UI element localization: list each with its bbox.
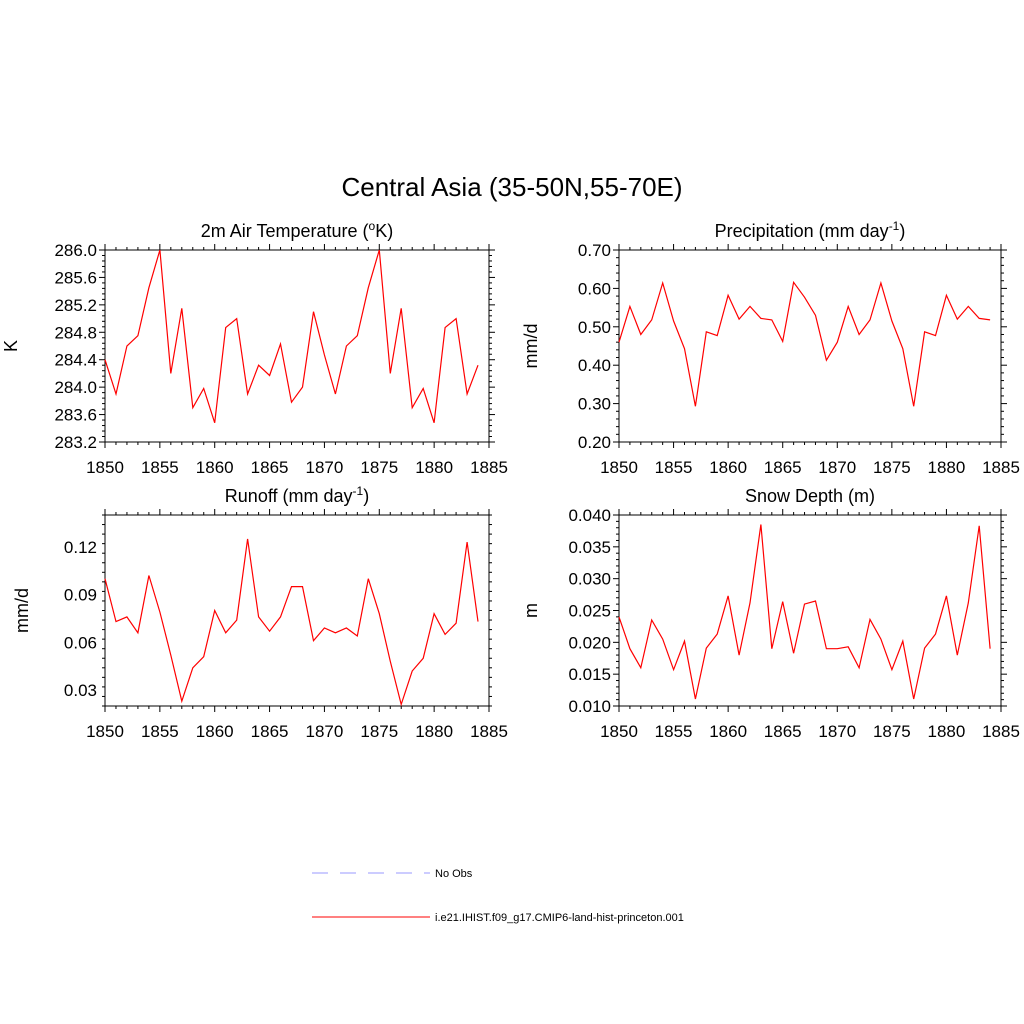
panel-title-superscript: -1: [353, 484, 364, 498]
x-tick-label: 1860: [196, 722, 234, 741]
x-tick-label: 1855: [141, 722, 179, 741]
panel-title-text: Runoff (mm day: [225, 486, 353, 506]
y-tick-label: 284.4: [54, 351, 97, 370]
y-tick-label: 0.03: [64, 681, 97, 700]
x-tick-label: 1850: [86, 458, 124, 477]
chart-panel-2: Runoff (mm day-1) 1850 1855 1860 1865 1870 187…: [12, 484, 508, 741]
panel-title: Precipitation (mm day-1): [715, 219, 906, 241]
x-tick-label: 1870: [306, 722, 344, 741]
figure-title: Central Asia (35-50N,55-70E): [341, 172, 682, 202]
legend: No Obs i.e21.IHIST.f09_g17.CMIP6-land-hi…: [312, 868, 684, 924]
chart-panel-3: Snow Depth (m) 1850 1855 1860 1865 1870 1875 18…: [521, 486, 1020, 741]
y-tick-label: 0.015: [568, 665, 611, 684]
y-tick-label: 0.20: [578, 433, 611, 452]
x-tick-label: 1875: [873, 722, 911, 741]
y-axis-label: m: [521, 603, 541, 618]
y-tick-label: 0.70: [578, 241, 611, 260]
x-tick-label: 1865: [764, 458, 802, 477]
x-tick-label: 1865: [251, 458, 289, 477]
panel-title: Snow Depth (m): [745, 486, 875, 506]
y-axis-label: mm/d: [521, 324, 541, 369]
x-tick-label: 1870: [818, 458, 856, 477]
x-tick-label: 1850: [600, 458, 638, 477]
chart-panels: 2m Air Temperature (oK)1850 1855 1860 1865 1…: [1, 219, 1020, 741]
x-tick-label: 1865: [251, 722, 289, 741]
y-tick-label: 0.30: [578, 395, 611, 414]
plot-frame: [618, 514, 1002, 707]
y-tick-label: 0.09: [64, 586, 97, 605]
x-tick-label: 1870: [818, 722, 856, 741]
panel-title-suffix: ): [899, 221, 905, 241]
panel-title-suffix: K): [375, 221, 393, 241]
y-tick-label: 0.40: [578, 356, 611, 375]
y-tick-label: 0.030: [568, 570, 611, 589]
y-tick-label: 285.6: [54, 268, 97, 287]
panel-title-superscript: -1: [889, 219, 900, 233]
y-tick-label: 283.6: [54, 406, 97, 425]
y-tick-label: 0.040: [568, 506, 611, 525]
panel-title-text: Precipitation (mm day: [715, 221, 889, 241]
y-tick-label: 0.010: [568, 697, 611, 716]
x-tick-label: 1860: [709, 458, 747, 477]
legend-label-no-obs: No Obs: [435, 868, 473, 880]
y-tick-label: 285.2: [54, 296, 97, 315]
y-tick-label: 0.035: [568, 538, 611, 557]
x-tick-label: 1875: [360, 722, 398, 741]
y-axis-label: mm/d: [12, 588, 32, 633]
panel-title-text: 2m Air Temperature (: [201, 221, 369, 241]
y-tick-label: 0.06: [64, 633, 97, 652]
x-tick-label: 1855: [655, 458, 693, 477]
x-tick-label: 1885: [470, 722, 508, 741]
x-tick-label: 1880: [928, 722, 966, 741]
x-tick-label: 1860: [709, 722, 747, 741]
panel-title-suffix: ): [363, 486, 369, 506]
panel-title-superscript: o: [369, 219, 376, 233]
y-tick-label: 0.60: [578, 279, 611, 298]
series-line: [618, 280, 991, 407]
x-tick-label: 1855: [141, 458, 179, 477]
panel-title: Runoff (mm day-1): [225, 484, 369, 506]
chart-panel-1: Precipitation (mm day-1) 1850 1855 1860 1865…: [521, 219, 1020, 477]
y-axis-label: K: [1, 340, 21, 352]
x-tick-label: 1880: [415, 722, 453, 741]
series-line: [104, 538, 479, 707]
y-tick-label: 0.020: [568, 633, 611, 652]
y-tick-label: 286.0: [54, 241, 97, 260]
x-tick-label: 1885: [982, 458, 1020, 477]
plot-frame: [618, 249, 1002, 443]
panel-title-text: Snow Depth (m): [745, 486, 875, 506]
series-line: [618, 524, 991, 700]
x-tick-label: 1860: [196, 458, 234, 477]
x-tick-label: 1855: [655, 722, 693, 741]
x-tick-label: 1850: [86, 722, 124, 741]
y-tick-label: 0.12: [64, 538, 97, 557]
x-tick-label: 1885: [470, 458, 508, 477]
legend-label-model: i.e21.IHIST.f09_g17.CMIP6-land-hist-prin…: [435, 912, 684, 924]
x-tick-label: 1880: [415, 458, 453, 477]
plot-frame: [104, 249, 490, 443]
y-tick-label: 284.8: [54, 323, 97, 342]
x-tick-label: 1850: [600, 722, 638, 741]
chart-panel-0: 2m Air Temperature (oK) 1850 1855 1860 1865 1…: [1, 219, 508, 477]
x-tick-label: 1865: [764, 722, 802, 741]
y-tick-label: 0.025: [568, 602, 611, 621]
x-tick-label: 1885: [982, 722, 1020, 741]
panel-title: 2m Air Temperature (oK): [201, 219, 393, 241]
x-tick-label: 1880: [928, 458, 966, 477]
x-tick-label: 1875: [873, 458, 911, 477]
x-tick-label: 1870: [306, 458, 344, 477]
series-line: [104, 249, 479, 423]
plot-frame: [104, 514, 490, 707]
y-tick-label: 284.0: [54, 378, 97, 397]
y-tick-label: 283.2: [54, 433, 97, 452]
x-tick-label: 1875: [360, 458, 398, 477]
y-tick-label: 0.50: [578, 318, 611, 337]
